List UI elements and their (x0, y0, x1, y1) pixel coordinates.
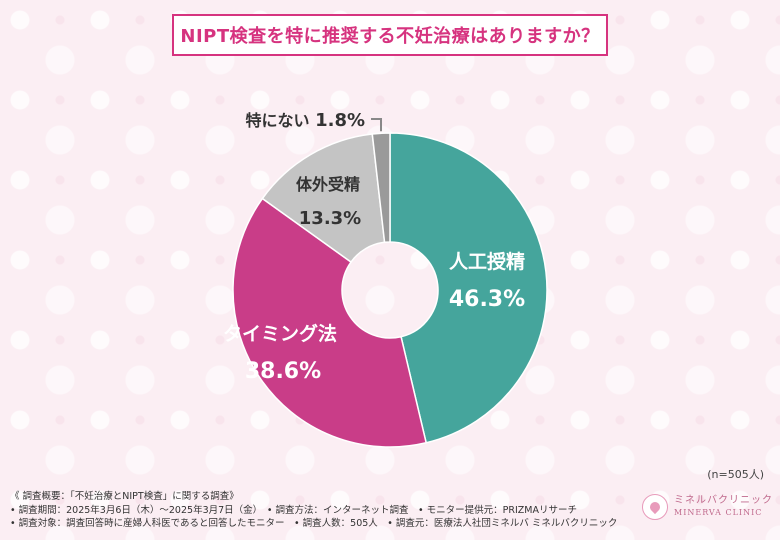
logo-name-en: MINERVA CLINIC (674, 508, 763, 517)
slice-value-体外受精: 13.3% (299, 208, 361, 229)
slice-value-タイミング法: 38.6% (245, 359, 321, 384)
footer-line-2: • 調査期間：2025年3月6日（木）～2025年3月7日（金） • 調査方法：… (10, 504, 577, 516)
logo-mark-icon (642, 494, 668, 520)
slice-value-特にない: 1.8% (315, 110, 365, 131)
slice-label-人工授精: 人工授精 (449, 250, 525, 273)
chart-title: NIPT検査を特に推奨する不妊治療はありますか？ (180, 26, 600, 47)
survey-footer: 《 調査概要：「不妊治療とNIPT検査」に関する調査》 • 調査期間：2025年… (10, 490, 617, 531)
sample-size-note: (n=505人) (707, 468, 764, 481)
footer-line-3: • 調査対象：調査回答時に産婦人科医であると回答したモニター • 調査人数：50… (10, 518, 618, 529)
slice-external-label: 特にない 1.8% (246, 110, 366, 131)
clinic-logo: ミネルバクリニック MINERVA CLINIC (642, 494, 773, 520)
chart-title-box: NIPT検査を特に推奨する不妊治療はありますか？ (172, 14, 608, 56)
slice-value-人工授精: 46.3% (449, 287, 525, 312)
donut-slice-1 (232, 197, 428, 448)
donut-slice-3 (371, 132, 391, 244)
slice-label-タイミング法: タイミング法 (223, 322, 337, 345)
slice-label-特にない: 特にない (246, 111, 316, 130)
donut-slice-2 (261, 133, 386, 264)
footer-line-1: 《 調査概要：「不妊治療とNIPT検査」に関する調査》 (10, 491, 239, 502)
logo-name-jp: ミネルバクリニック (674, 495, 773, 506)
donut-slice-0 (389, 132, 548, 444)
leader-line (371, 118, 383, 132)
slice-label-体外受精: 体外受精 (296, 175, 360, 194)
